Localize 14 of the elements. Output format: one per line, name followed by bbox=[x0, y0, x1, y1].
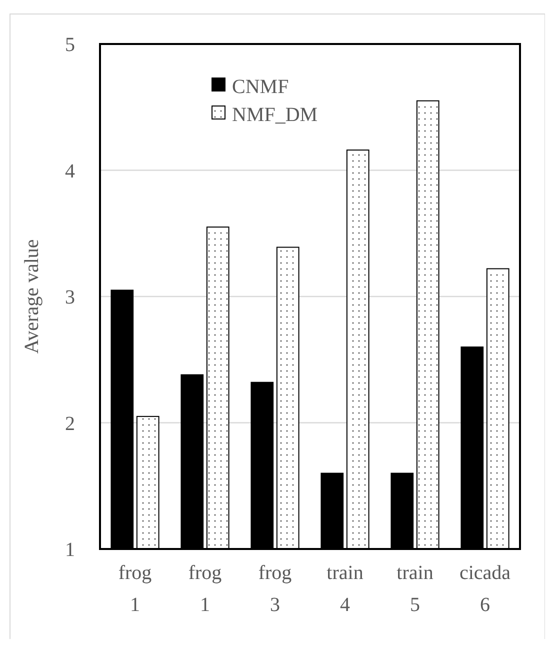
x-tick-label: frog 3 bbox=[258, 562, 292, 616]
y-tick-label: 1 bbox=[65, 539, 75, 561]
x-tick-label: train 4 bbox=[326, 562, 364, 616]
x-tick-label: frog 1 bbox=[188, 562, 222, 616]
y-tick-label: 4 bbox=[65, 160, 75, 182]
x-tick-label: train 5 bbox=[396, 562, 434, 616]
legend-label: NMF_DM bbox=[232, 104, 318, 126]
y-tick-label: 5 bbox=[65, 34, 75, 56]
y-axis-title: Average value bbox=[21, 239, 43, 354]
y-tick-label: 3 bbox=[65, 286, 75, 308]
legend-label: CNMF bbox=[232, 76, 289, 98]
y-tick-label: 2 bbox=[65, 412, 75, 435]
x-tick-label: cicada 6 bbox=[459, 562, 511, 616]
x-tick-label: frog 1 bbox=[118, 562, 152, 616]
